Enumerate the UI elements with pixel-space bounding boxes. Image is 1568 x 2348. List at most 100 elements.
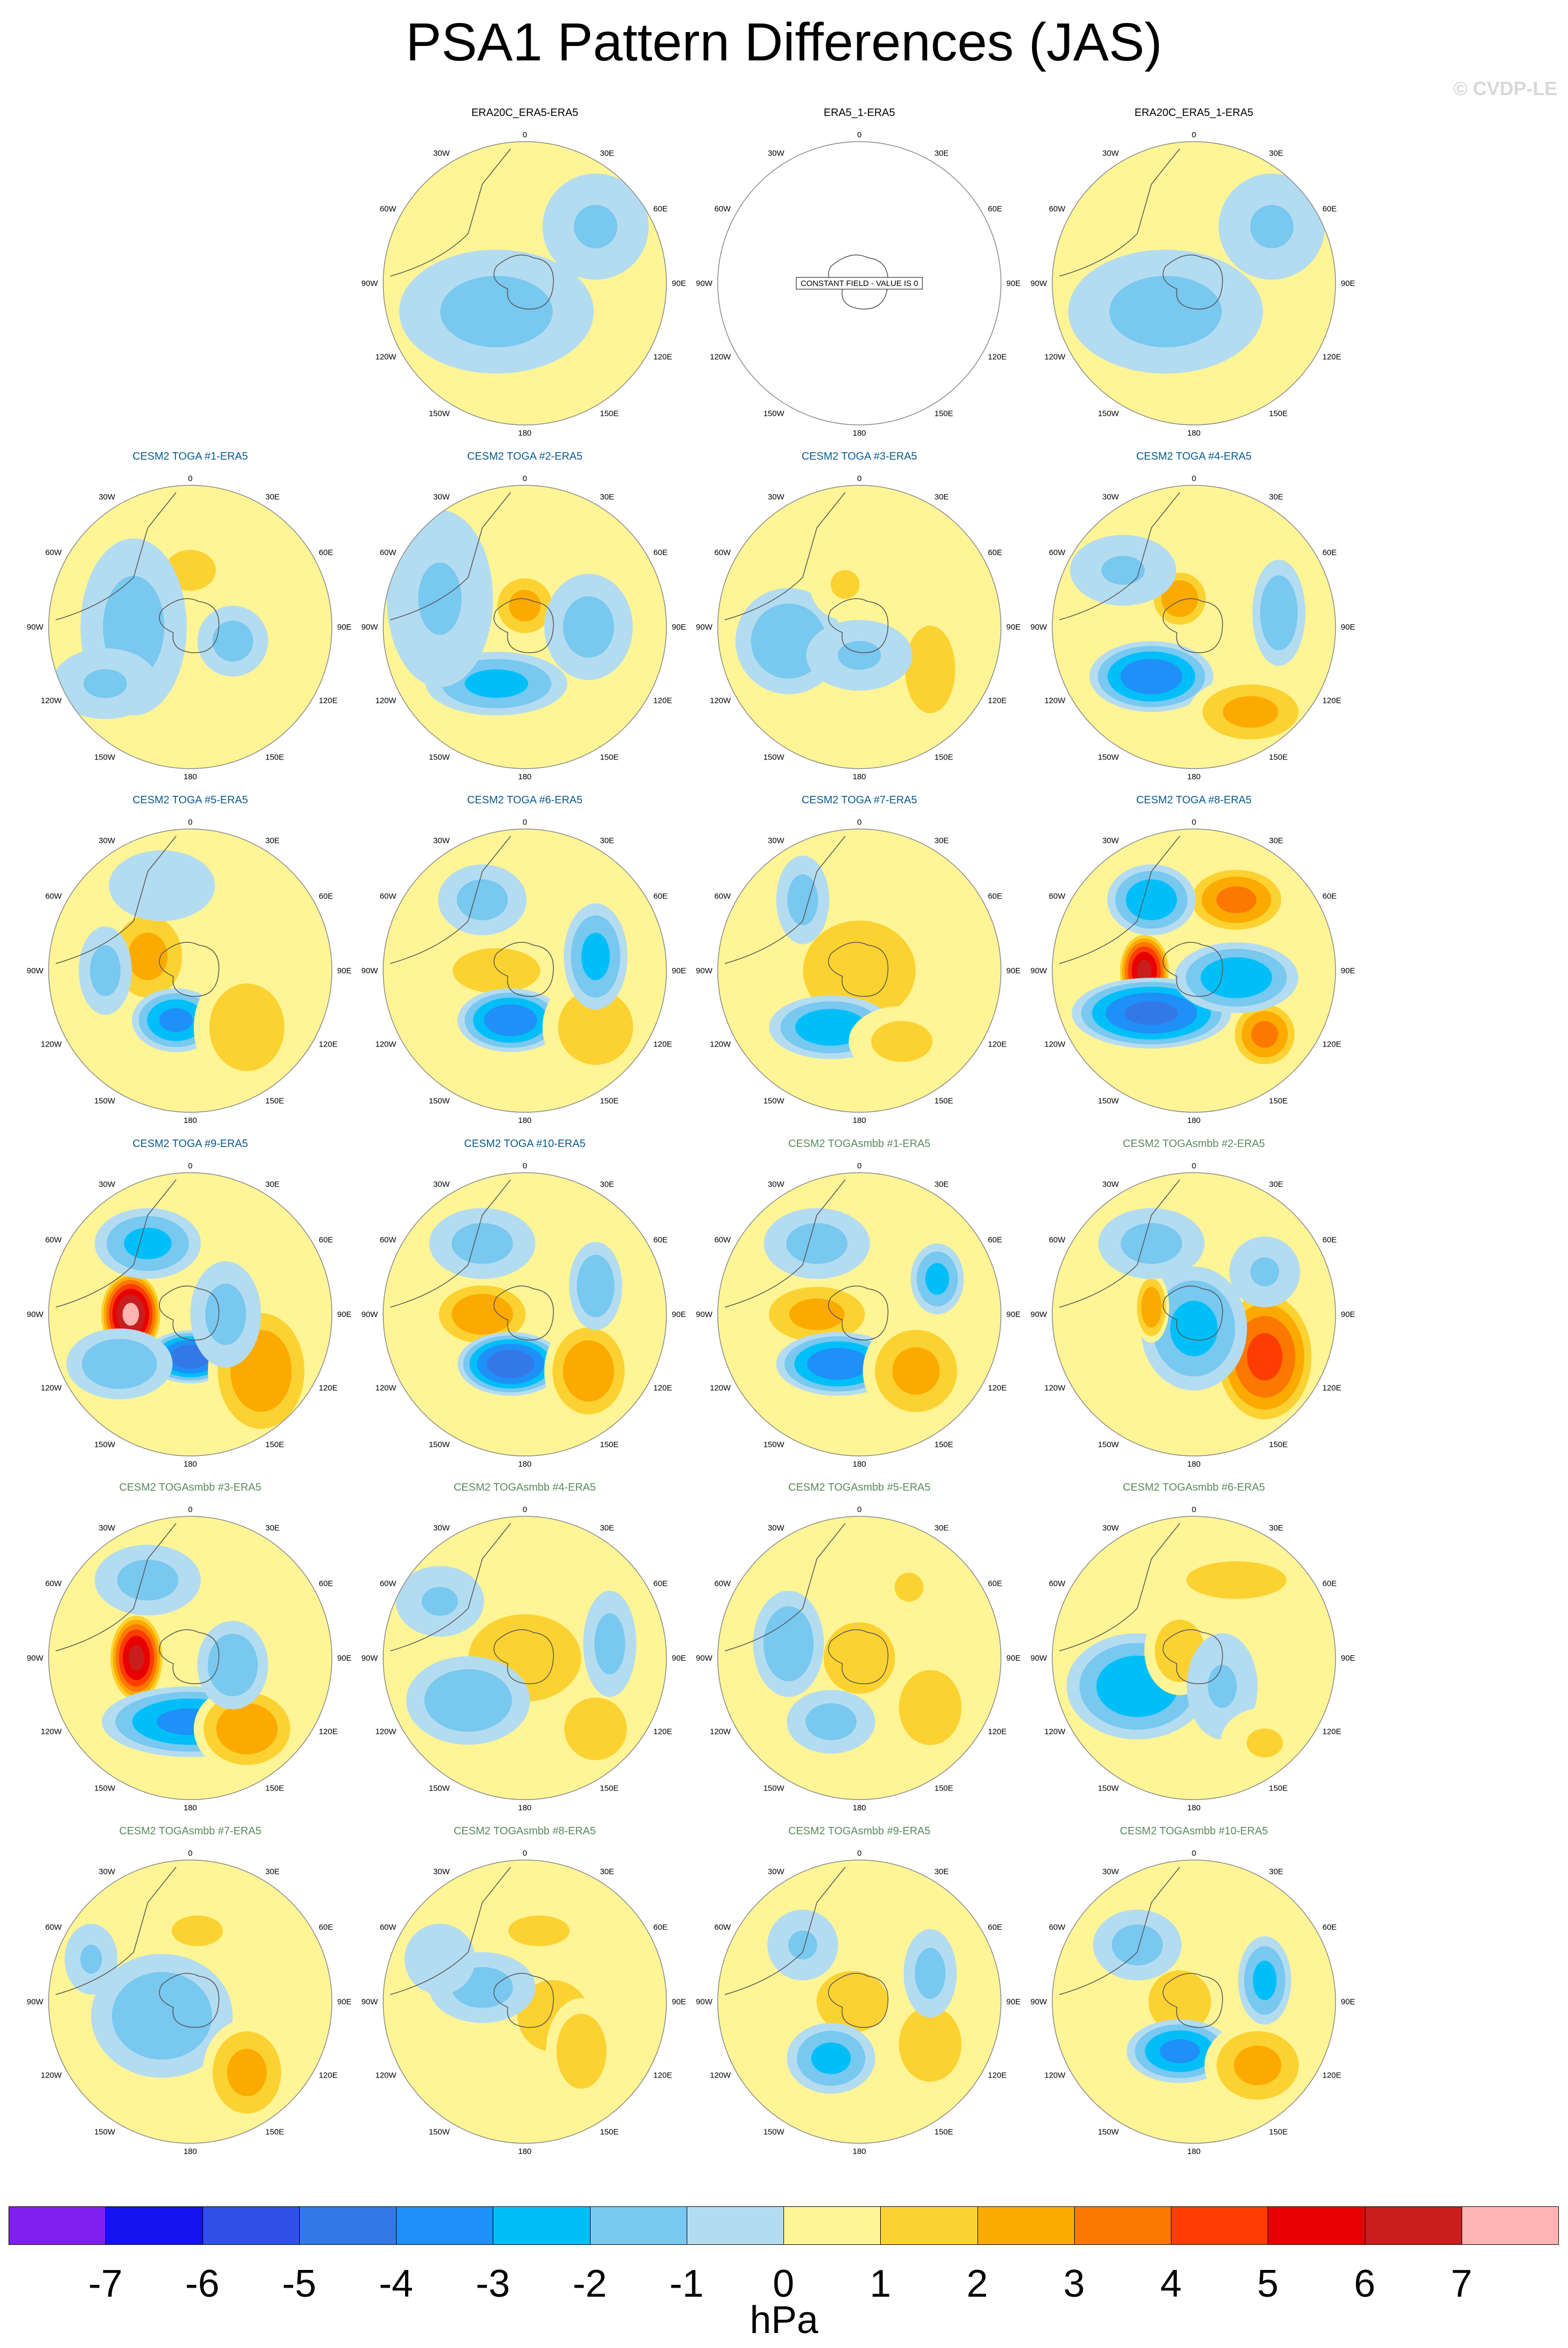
map-panel: CESM2 TOGA #8-ERA5 0 180 90W 90E 30W 60W 30E 60E… <box>1027 794 1361 1136</box>
south-america-coastline <box>725 1179 846 1308</box>
longitude-label: 60W <box>380 205 397 214</box>
panel-title: CESM2 TOGAsmbb #7-ERA5 <box>119 1825 262 1837</box>
longitude-label: 90W <box>27 1310 44 1319</box>
polar-map: 0 180 90W 90E 30W 60W 30E 60E 120W 150W 120E 150E <box>696 1505 1021 1812</box>
map-border <box>1052 141 1336 425</box>
longitude-label: 120E <box>319 1727 338 1737</box>
contour-fill <box>898 2006 962 2082</box>
longitude-label: 150E <box>600 753 619 762</box>
longitude-label: 90E <box>337 1654 352 1663</box>
longitude-label: 120E <box>1323 1727 1341 1737</box>
longitude-label: 0 <box>857 818 861 827</box>
longitude-label: 90E <box>1341 966 1355 975</box>
longitude-label: 0 <box>1192 474 1196 483</box>
contour-fill <box>1121 1223 1182 1264</box>
longitude-label: 90W <box>27 1654 44 1663</box>
south-america-coastline <box>390 835 511 964</box>
longitude-label: 60E <box>1323 892 1337 901</box>
longitude-label: 0 <box>523 1849 527 1858</box>
longitude-label: 120E <box>654 1040 672 1049</box>
longitude-label: 120W <box>41 1040 62 1049</box>
longitude-label: 90W <box>361 1997 378 2006</box>
longitude-label: 150W <box>763 1784 785 1793</box>
map-panel: CESM2 TOGAsmbb #9-ERA5 0 180 90W 90E 30W 60W 30… <box>693 1825 1026 2167</box>
longitude-label: 0 <box>188 474 192 483</box>
longitude-label: 60W <box>1049 548 1066 557</box>
longitude-label: 30W <box>99 1867 116 1876</box>
map-panel: CESM2 TOGAsmbb #3-ERA5 0 180 90W 90E 30W 60W 30… <box>24 1482 357 1824</box>
colorbar-swatch <box>1074 2206 1171 2245</box>
polar-map: CONSTANT FIELD - VALUE IS 0 0 180 90W 90E 30W… <box>696 130 1021 438</box>
longitude-label: 30E <box>1269 149 1284 158</box>
longitude-label: 150W <box>429 1440 450 1450</box>
contour-fill <box>484 1004 538 1036</box>
contour-fill <box>83 669 127 699</box>
longitude-label: 90E <box>672 1310 686 1319</box>
longitude-label: 30W <box>433 836 451 845</box>
colorbar-tick-label: 4 <box>1160 2262 1182 2305</box>
longitude-label: 30W <box>99 492 116 501</box>
longitude-label: 90W <box>696 623 713 632</box>
contour-fill <box>1250 1257 1279 1287</box>
map-border <box>1052 828 1336 1113</box>
contour-fill <box>122 1303 139 1326</box>
contour-fill <box>422 1586 458 1616</box>
colorbar-swatch <box>783 2206 881 2245</box>
longitude-label: 90E <box>672 1997 686 2006</box>
map-panel: CESM2 TOGAsmbb #7-ERA5 0 180 90W 90E 30W 60W 30… <box>24 1825 357 2167</box>
colorbar-tick-label: 5 <box>1257 2262 1279 2305</box>
longitude-label: 60W <box>1049 1579 1066 1588</box>
antarctica-coastline <box>828 1285 889 1340</box>
panel-title: CESM2 TOGAsmbb #1-ERA5 <box>788 1138 931 1150</box>
contour-fill <box>594 1613 625 1675</box>
longitude-label: 120E <box>1323 353 1341 362</box>
longitude-label: 90W <box>1030 623 1047 632</box>
longitude-label: 120W <box>1044 1384 1066 1393</box>
polar-map: 0 180 90W 90E 30W 60W 30E 60E 120W 150W 120E 150E <box>27 474 352 781</box>
longitude-label: 30E <box>1269 836 1284 845</box>
antarctica-coastline <box>1162 1285 1223 1340</box>
panel-title: CESM2 TOGAsmbb #5-ERA5 <box>788 1482 931 1493</box>
longitude-label: 150E <box>600 409 619 419</box>
longitude-label: 180 <box>518 772 531 781</box>
map-border <box>1052 1172 1336 1456</box>
longitude-label: 120E <box>319 2071 338 2080</box>
longitude-label: 180 <box>1187 2147 1200 2156</box>
longitude-label: 150W <box>429 409 450 419</box>
longitude-label: 90E <box>1341 1310 1355 1319</box>
longitude-label: 150E <box>266 2128 284 2137</box>
contour-fill <box>212 621 253 662</box>
colorbar-tick-label: 1 <box>870 2262 891 2305</box>
longitude-label: 180 <box>1187 1803 1200 1812</box>
contour-fill <box>1246 1728 1283 1758</box>
contour-fill <box>1161 580 1198 617</box>
map-border <box>383 485 667 769</box>
longitude-label: 90W <box>696 1310 713 1319</box>
longitude-label: 30W <box>768 149 785 158</box>
contour-fill <box>487 1350 534 1378</box>
polar-map: 0 180 90W 90E 30W 60W 30E 60E 120W 150W 120E 150E <box>361 1849 686 2156</box>
map-border <box>383 1859 667 2144</box>
contour-fill <box>1120 658 1183 694</box>
longitude-label: 60W <box>1049 1236 1066 1245</box>
longitude-label: 120W <box>710 2071 731 2080</box>
contour-fill <box>464 669 529 698</box>
contour-fill <box>124 1227 172 1260</box>
contour-fill <box>108 850 215 921</box>
colorbar-swatch <box>299 2206 397 2245</box>
longitude-label: 180 <box>852 429 866 438</box>
contour-fill <box>789 1298 845 1330</box>
colorbar-tick-label: 3 <box>1063 2262 1085 2305</box>
longitude-label: 60W <box>715 1579 732 1588</box>
longitude-label: 120W <box>375 1040 397 1049</box>
south-america-coastline <box>390 148 511 277</box>
antarctica-coastline <box>493 1629 554 1684</box>
south-america-coastline <box>725 1523 846 1652</box>
antarctica-coastline <box>159 598 220 653</box>
panel-title: ERA5_1-ERA5 <box>824 107 895 119</box>
longitude-label: 120W <box>710 353 731 362</box>
south-america-coastline <box>1059 492 1181 621</box>
longitude-label: 90W <box>27 1997 44 2006</box>
longitude-label: 30E <box>1269 1867 1284 1876</box>
longitude-label: 120W <box>375 1727 397 1737</box>
